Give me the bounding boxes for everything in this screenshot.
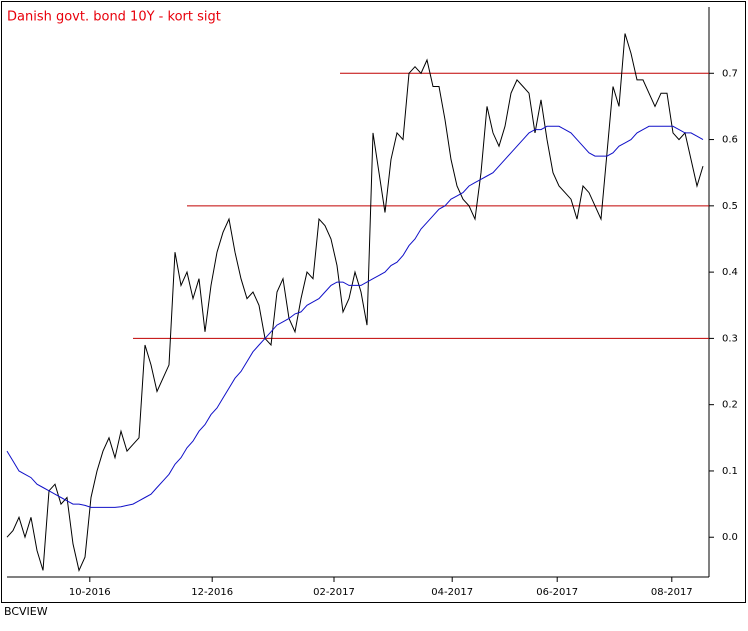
y-tick-label: 0.6 [722, 135, 738, 146]
footer: BCVIEW [4, 605, 48, 618]
series-line [6, 33, 704, 572]
series-line [6, 125, 704, 508]
x-tick-label: 06-2017 [536, 587, 578, 598]
y-tick-label: 0.5 [722, 201, 738, 212]
x-tick-label: 02-2017 [313, 587, 355, 598]
y-tick-label: 0.0 [722, 532, 738, 543]
x-tick-label: 12-2016 [191, 587, 233, 598]
y-tick-label: 0.3 [722, 333, 738, 344]
x-tick-label: 04-2017 [431, 587, 473, 598]
frame [1, 1, 746, 603]
y-tick-label: 0.4 [722, 267, 738, 278]
x-tick-label: 10-2016 [69, 587, 111, 598]
chart-title: Danish govt. bond 10Y - kort sigt [7, 10, 221, 25]
y-tick-label: 0.2 [722, 400, 738, 411]
y-tick-label: 0.7 [722, 68, 738, 79]
y-tick-label: 0.1 [722, 466, 738, 477]
x-tick-label: 08-2017 [651, 587, 693, 598]
